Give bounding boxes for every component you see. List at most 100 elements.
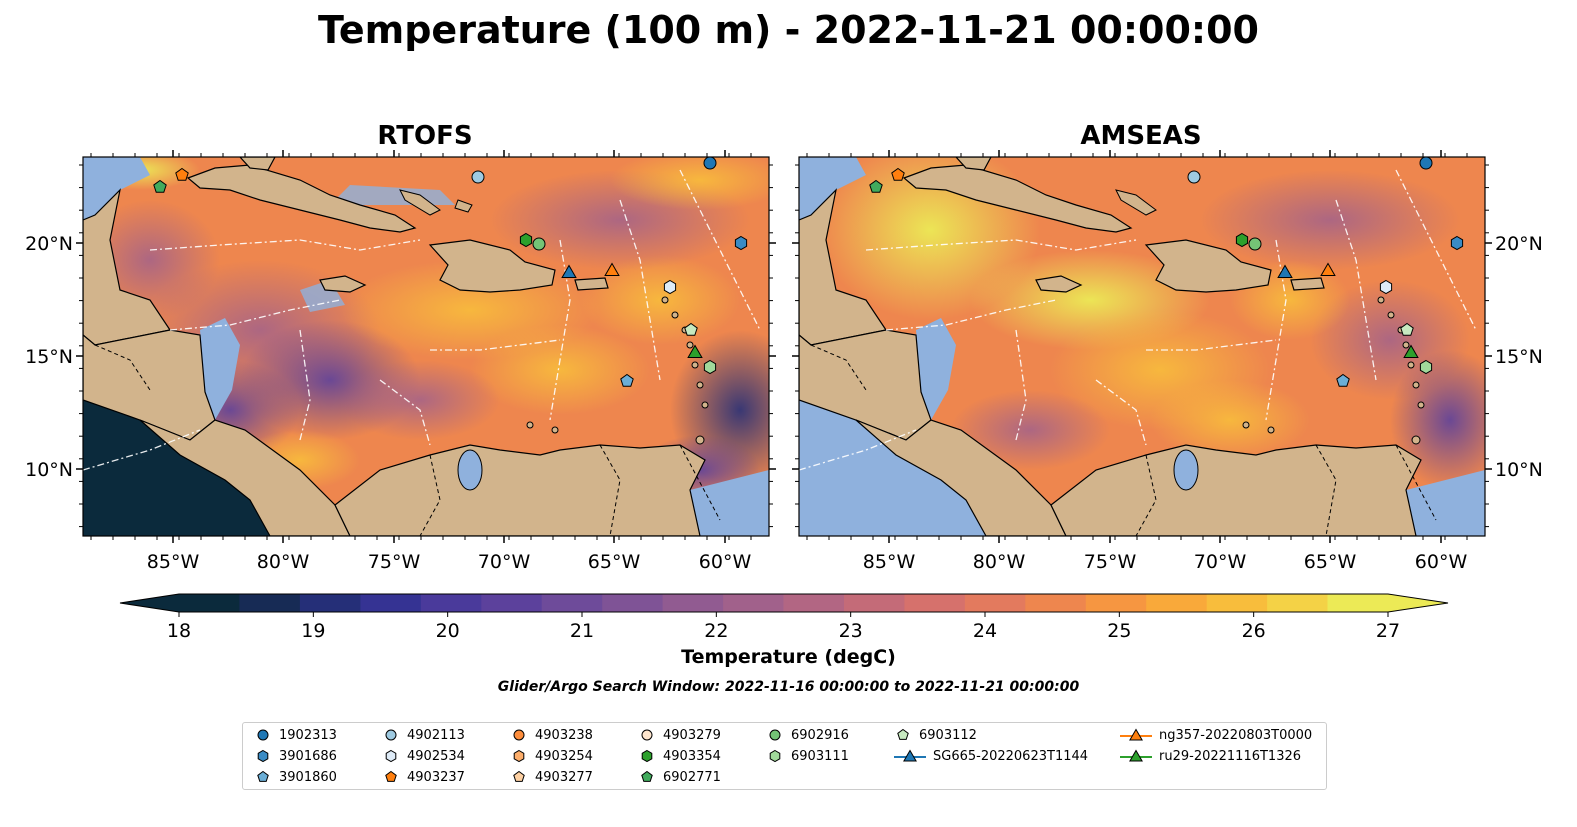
legend-triangle-icon [1120, 749, 1152, 762]
colorbar-swatch [541, 594, 603, 612]
amseas-marker-4903354 [1235, 232, 1249, 248]
colorbar-swatch [783, 594, 845, 612]
legend-label: 4903238 [535, 727, 593, 743]
amseas-panel-title: AMSEAS [1080, 121, 1202, 151]
rtofs-frame [82, 156, 770, 537]
amseas-marker-ng357-20220803T0000 [1320, 262, 1336, 276]
rtofs-marker-4902113 [471, 170, 485, 184]
legend-circle-marker [769, 729, 781, 741]
observation-markers [153, 156, 1464, 387]
colorbar-swatch [662, 594, 724, 612]
legend-label: 6903112 [919, 727, 977, 743]
legend-item: 3901860 [253, 767, 337, 787]
amseas-lon-tick-label: 65°W [1304, 551, 1357, 573]
legend-pentagon-marker [385, 770, 397, 782]
legend-circle-icon [257, 729, 269, 741]
legend-pentagon-icon [641, 770, 653, 782]
legend-circle-marker [513, 729, 525, 741]
amseas-frame [798, 156, 1486, 537]
colorbar-label: Temperature (degC) [681, 646, 896, 668]
search-window-text: Glider/Argo Search Window: 2022-11-16 00… [497, 679, 1080, 695]
colorbar-swatch [360, 594, 422, 612]
legend-item: 6903111 [765, 746, 849, 766]
rtofs-marker-ng357-20220803T0000 [604, 262, 620, 276]
legend-label: 6902916 [791, 727, 849, 743]
rtofs-lat-tick-label: 15°N [25, 346, 73, 368]
legend: 1902313 3901686 3901860 4902113 4902534 49032… [242, 722, 1327, 790]
colorbar-swatch [299, 594, 361, 612]
legend-pentagon-marker [897, 728, 909, 740]
legend-hexagon-icon [385, 749, 397, 763]
amseas-lat-tick-label: 15°N [1495, 346, 1543, 368]
rtofs-lat-tick-label: 10°N [25, 459, 73, 481]
legend-label: SG665-20220623T1144 [933, 748, 1089, 764]
legend-label: 4903277 [535, 769, 593, 785]
colorbar-swatch [1327, 594, 1389, 612]
colorbar-extend-high [1388, 594, 1448, 612]
rtofs-lat-tick-label: 20°N [25, 233, 73, 255]
colorbar-tick-label: 24 [973, 620, 997, 642]
rtofs-marker-6903111 [703, 359, 717, 375]
legend-pentagon-icon [257, 770, 269, 782]
legend-label: 4902113 [407, 727, 465, 743]
amseas-marker-6903111 [1419, 359, 1433, 375]
rtofs-marker-6903112 [684, 322, 698, 336]
colorbar-swatch [1206, 594, 1268, 612]
amseas-lon-tick-label: 75°W [1084, 551, 1137, 573]
amseas-marker-4902113 [1187, 170, 1201, 184]
legend-item: 4903279 [637, 725, 721, 745]
legend-pentagon-icon [897, 728, 909, 740]
amseas-lon-tick-label: 85°W [863, 551, 916, 573]
legend-label: 4903254 [535, 748, 593, 764]
rtofs-marker-6902771 [153, 179, 167, 193]
amseas-marker-ru29-20221116T1326 [1403, 344, 1419, 358]
rtofs-lon-tick-label: 70°W [478, 551, 531, 573]
colorbar-swatch [179, 594, 241, 612]
amseas-marker-3901860 [1336, 373, 1350, 387]
colorbar: 18 19 20 21 22 23 24 25 26 27 [119, 593, 1449, 642]
legend-item: SG665-20220623T1144 [893, 746, 1088, 766]
legend-hexagon-marker [257, 749, 269, 763]
colorbar-swatch [1267, 594, 1329, 612]
legend-hexagon-marker [641, 749, 653, 763]
colorbar-swatch [1085, 594, 1147, 612]
colorbar-swatch [844, 594, 906, 612]
legend-item: 4903238 [509, 725, 593, 745]
colorbar-tick-label: 18 [167, 620, 191, 642]
legend-pentagon-marker [513, 770, 525, 782]
colorbar-swatch [239, 594, 301, 612]
legend-label: 1902313 [279, 727, 337, 743]
legend-hexagon-icon [769, 749, 781, 763]
legend-triangle-icon [894, 749, 926, 762]
rtofs-lon-tick-label: 65°W [588, 551, 641, 573]
legend-label: 6903111 [791, 748, 849, 764]
rtofs-panel-title: RTOFS [377, 121, 473, 151]
colorbar-tick-label: 27 [1376, 620, 1400, 642]
legend-label: 4903354 [663, 748, 721, 764]
legend-hexagon-marker [769, 749, 781, 763]
legend-item: 4903254 [509, 746, 593, 766]
rtofs-lon-tick-label: 75°W [368, 551, 421, 573]
legend-item: 6903112 [893, 725, 977, 745]
amseas-lon-tick-label: 60°W [1415, 551, 1468, 573]
figure-title: Temperature (100 m) - 2022-11-21 00:00:0… [317, 8, 1259, 52]
colorbar-swatch [602, 594, 664, 612]
axes-layer: 85°W 80°W 75°W 70°W 65°W 60°W 20°N 15°N 10°N 85°W… [25, 150, 1543, 573]
legend-item: 4903277 [509, 767, 593, 787]
legend-triangle-icon [1120, 728, 1152, 741]
legend-label: ru29-20221116T1326 [1159, 748, 1302, 764]
legend-pentagon-marker [641, 770, 653, 782]
legend-item: 4902534 [381, 746, 465, 766]
legend-label: 6902771 [663, 769, 721, 785]
amseas-marker-6903112 [1400, 322, 1414, 336]
colorbar-tick-label: 22 [704, 620, 728, 642]
rtofs-marker-3901686 [734, 235, 748, 251]
amseas-marker-3901686 [1450, 235, 1464, 251]
rtofs-marker-4902534 [663, 279, 677, 295]
rtofs-marker-3901860 [620, 373, 634, 387]
legend-label: 4903279 [663, 727, 721, 743]
rtofs-marker-6902916 [532, 237, 546, 251]
amseas-marker-4902534 [1379, 279, 1393, 295]
legend-triangle-marker [903, 749, 917, 762]
amseas-lon-tick-label: 80°W [973, 551, 1026, 573]
